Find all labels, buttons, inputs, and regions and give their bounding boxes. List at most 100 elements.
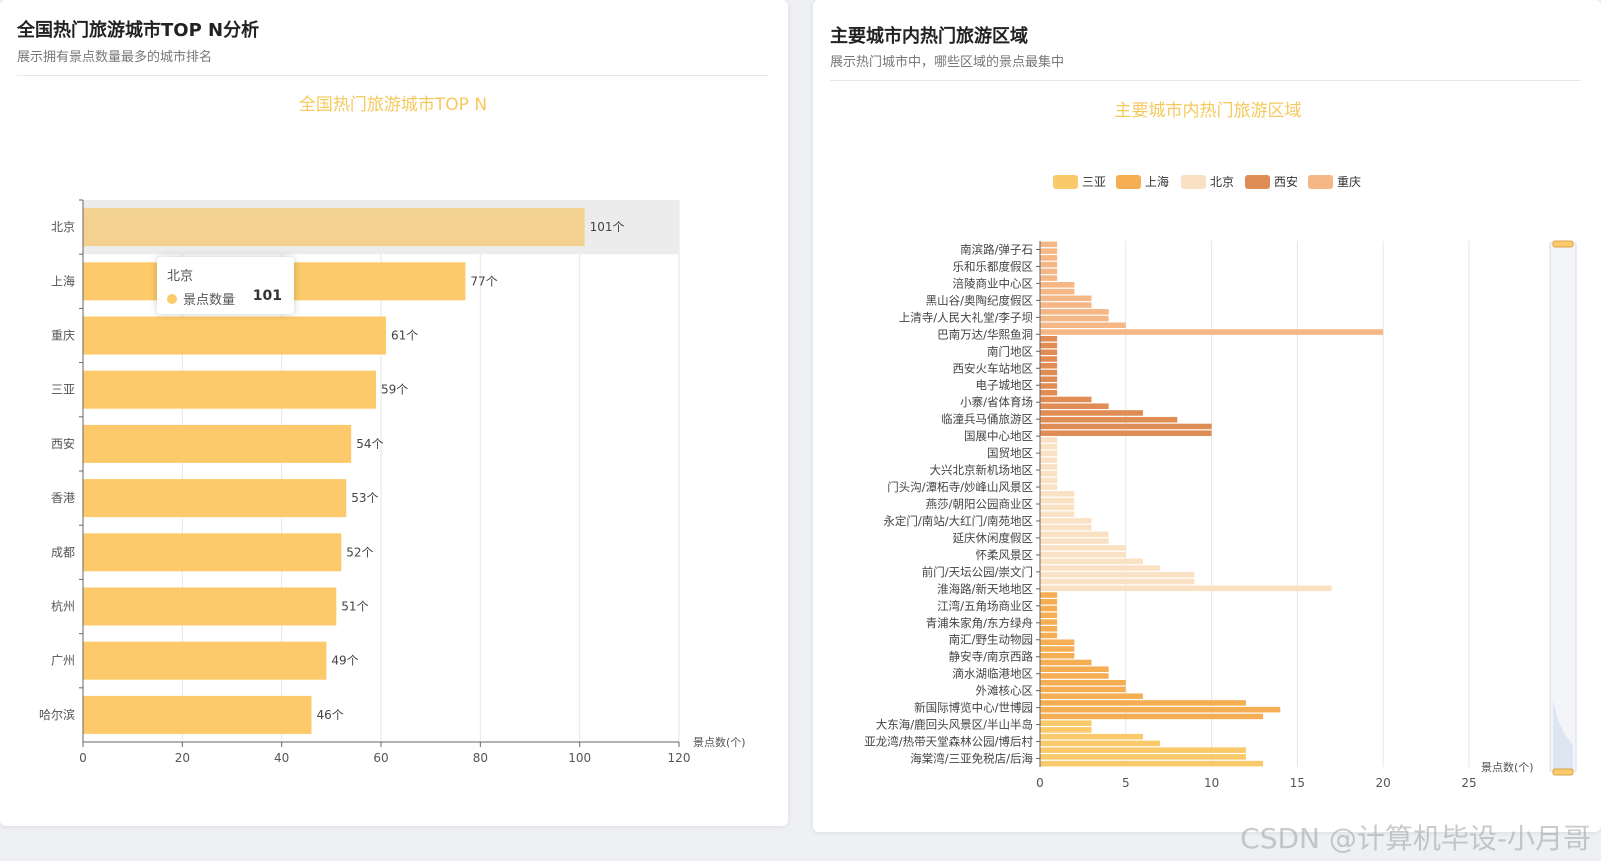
right-bar-重庆: [1040, 315, 1109, 322]
right-bar-上海: [1040, 700, 1246, 706]
right-bar-上海: [1040, 605, 1058, 612]
right-bar-西安: [1040, 356, 1058, 362]
right-bar-上海: [1040, 599, 1058, 605]
right-bar-北京: [1040, 437, 1058, 443]
right-y-tick-label: 新国际博览中心/世博园: [914, 701, 1033, 715]
left-card-title: 全国热门旅游城市TOP N分析: [17, 20, 260, 41]
right-bar-重庆: [1040, 302, 1092, 308]
right-y-tick-label: 涪陵商业中心区: [953, 276, 1034, 290]
datazoom-bottom-handle[interactable]: [1552, 768, 1574, 776]
right-bar-北京: [1040, 558, 1143, 565]
left-y-tick-label: 西安: [51, 436, 75, 451]
right-x-tick-label: 5: [1122, 776, 1130, 790]
tooltip-label: 景点数量: [183, 293, 236, 308]
right-bar-北京: [1040, 450, 1058, 457]
right-y-tick-label: 静安寺/南京西路: [949, 650, 1034, 664]
right-bar-三亚: [1040, 727, 1092, 733]
tooltip-title: 北京: [167, 269, 194, 284]
right-y-tick-label: 南门地区: [987, 344, 1033, 358]
left-y-tick-label: 成都: [51, 545, 75, 559]
left-bar-value-label: 77个: [470, 274, 497, 288]
left-x-tick-label: 60: [373, 751, 388, 765]
right-bar-重庆: [1040, 288, 1075, 295]
right-bar-上海: [1040, 673, 1109, 679]
right-bar-上海: [1040, 652, 1075, 659]
right-bar-重庆: [1040, 329, 1384, 335]
right-y-tick-label: 上清寺/人民大礼堂/李子坝: [899, 310, 1033, 324]
right-y-tick-label: 国贸地区: [987, 446, 1033, 460]
right-x-tick-label: 10: [1204, 776, 1219, 790]
right-bar-北京: [1040, 491, 1075, 497]
right-bar-上海: [1040, 592, 1058, 598]
right-bar-三亚: [1040, 733, 1143, 740]
right-bar-西安: [1040, 389, 1058, 396]
right-bar-重庆: [1040, 248, 1058, 254]
right-bar-重庆: [1040, 241, 1058, 248]
legend-label-重庆: 重庆: [1337, 175, 1361, 189]
right-bar-重庆: [1040, 322, 1126, 329]
right-y-tick-label: 海棠湾/三亚免税店/后海: [910, 752, 1033, 766]
right-bar-北京: [1040, 538, 1109, 544]
right-bar-北京: [1040, 484, 1058, 490]
left-bar-杭州: [83, 587, 337, 626]
right-bar-上海: [1040, 693, 1143, 699]
left-bar-三亚: [83, 370, 377, 409]
right-bar-重庆: [1040, 282, 1075, 288]
left-card-divider: [17, 75, 768, 76]
datazoom-top-handle[interactable]: [1552, 240, 1574, 248]
right-card-title: 主要城市内热门旅游区域: [830, 26, 1028, 47]
right-y-tick-label: 怀柔风景区: [976, 548, 1034, 562]
right-bar-北京: [1040, 524, 1092, 531]
left-card-subtitle: 展示拥有景点数量最多的城市排名: [17, 50, 213, 65]
right-y-tick-label: 燕莎/朝阳公园商业区: [926, 497, 1033, 511]
right-y-tick-label: 青浦朱家角/东方绿舟: [926, 616, 1033, 630]
left-y-tick-label: 北京: [51, 220, 75, 234]
right-bar-重庆: [1040, 261, 1058, 268]
left-x-tick-label: 0: [79, 751, 87, 765]
right-bar-上海: [1040, 632, 1058, 639]
right-y-tick-label: 亚龙湾/热带天堂森林公园/博后村: [864, 735, 1033, 749]
right-bar-北京: [1040, 585, 1332, 592]
right-bar-北京: [1040, 504, 1075, 511]
right-y-tick-label: 门头沟/潭柘寺/妙峰山风景区: [887, 480, 1033, 494]
right-y-tick-label: 电子城地区: [976, 378, 1034, 392]
left-bar-西安: [83, 424, 352, 463]
right-bar-北京: [1040, 572, 1195, 578]
right-y-tick-label: 巴南万达/华熙鱼洞: [937, 327, 1033, 341]
right-bar-三亚: [1040, 760, 1264, 767]
left-bar-chart[interactable]: 全国热门旅游城市TOP N0 20 40 60 80 100 120101个北京77个上海6…: [0, 0, 788, 826]
right-bar-西安: [1040, 430, 1212, 436]
left-y-tick-label: 三亚: [51, 383, 75, 397]
right-bar-北京: [1040, 464, 1058, 470]
right-bar-上海: [1040, 646, 1075, 652]
right-bar-上海: [1040, 686, 1126, 693]
legend-swatch-上海: [1116, 175, 1141, 189]
right-bar-西安: [1040, 410, 1143, 416]
right-bar-上海: [1040, 659, 1092, 666]
left-x-tick-label: 100: [568, 751, 591, 765]
right-x-tick-label: 25: [1461, 776, 1476, 790]
right-bar-上海: [1040, 619, 1058, 625]
right-y-tick-label: 滴水湖临港地区: [953, 667, 1034, 681]
left-bar-value-label: 49个: [331, 654, 358, 668]
left-bar-value-label: 54个: [356, 437, 383, 451]
right-bar-重庆: [1040, 268, 1058, 275]
left-x-tick-label: 40: [274, 751, 289, 765]
right-y-tick-label: 永定门/南站/大红门/南苑地区: [883, 514, 1033, 528]
right-y-tick-label: 江湾/五角场商业区: [937, 599, 1033, 613]
right-x-axis-title: 景点数(个): [1481, 761, 1534, 774]
right-y-tick-label: 延庆休闲度假区: [953, 531, 1034, 545]
right-x-tick-label: 15: [1290, 776, 1305, 790]
right-bar-上海: [1040, 713, 1264, 720]
datazoom-shadow-area: [1553, 700, 1573, 771]
right-y-tick-label: 西安火车站地区: [953, 361, 1034, 375]
right-bar-北京: [1040, 470, 1058, 477]
left-bar-value-label: 46个: [316, 708, 343, 722]
right-bar-北京: [1040, 518, 1092, 524]
right-bar-重庆: [1040, 255, 1058, 261]
right-bar-西安: [1040, 403, 1109, 409]
left-y-tick-label: 重庆: [51, 329, 75, 343]
left-bar-value-label: 101个: [590, 220, 625, 234]
tooltip-value: 101: [252, 288, 282, 304]
